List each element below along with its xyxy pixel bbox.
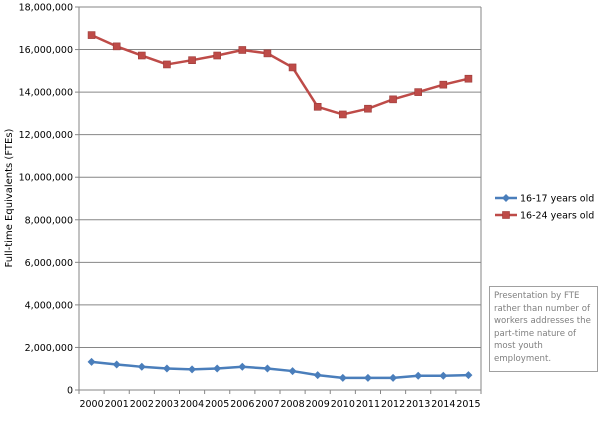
data-point <box>87 357 96 366</box>
y-axis-label: Full-time Equivalents (FTEs) <box>4 128 15 267</box>
data-point <box>238 362 247 371</box>
x-tick-label: 2000 <box>79 399 103 410</box>
data-point <box>188 365 197 374</box>
x-tick-label: 2015 <box>456 399 480 410</box>
data-point <box>112 42 121 51</box>
annotation-box: Presentation by FTE rather than number o… <box>489 286 598 372</box>
data-point <box>137 362 146 371</box>
data-point <box>439 80 448 89</box>
data-point <box>389 95 397 104</box>
data-point <box>414 88 422 96</box>
series-line <box>91 33 469 116</box>
x-tick-label: 2003 <box>155 399 179 410</box>
y-tick-label: 4,000,000 <box>25 300 73 311</box>
y-tick-label: 8,000,000 <box>25 215 73 226</box>
y-tick-label: 12,000,000 <box>19 130 73 141</box>
data-point <box>313 371 322 380</box>
data-point <box>339 110 347 119</box>
x-axis-ticks: 2000 2001 2002 2003 2004 2005 2006 2007 2008 2009… <box>78 390 482 410</box>
x-tick-label: 2008 <box>280 399 304 410</box>
data-point <box>112 360 121 369</box>
data-point <box>162 364 171 373</box>
y-tick-label: 14,000,000 <box>19 88 73 99</box>
data-point <box>364 104 372 113</box>
legend-marker <box>502 194 510 202</box>
x-tick-label: 2001 <box>105 399 129 410</box>
x-tick-label: 2010 <box>331 399 355 410</box>
x-tick-label: 2002 <box>130 399 154 410</box>
data-point <box>464 371 473 380</box>
y-tick-label: 16,000,000 <box>19 45 73 56</box>
series-group <box>87 31 473 382</box>
legend: 16-17 years old 16-24 years old <box>495 194 594 222</box>
x-tick-label: 2013 <box>406 399 430 410</box>
legend-item: 16-24 years old <box>495 211 594 222</box>
data-point <box>464 74 473 83</box>
data-point <box>188 56 196 64</box>
data-point <box>87 31 96 39</box>
data-point <box>238 46 247 54</box>
y-tick-label: 2,000,000 <box>25 343 73 354</box>
data-point <box>313 102 322 111</box>
data-point <box>338 373 347 382</box>
legend-label: 16-17 years old <box>520 194 594 205</box>
data-point <box>439 371 448 380</box>
gridlines <box>79 6 481 348</box>
series-line <box>91 360 469 380</box>
data-point <box>213 364 222 373</box>
x-tick-label: 2012 <box>381 399 405 410</box>
x-tick-label: 2006 <box>230 399 254 410</box>
legend-item: 16-17 years old <box>495 194 594 205</box>
y-tick-label: 6,000,000 <box>25 258 73 269</box>
data-point <box>138 51 146 60</box>
y-axis-ticks: 0 2,000,000 4,000,000 6,000,000 8,000,000 10,… <box>19 3 79 397</box>
data-point <box>163 60 171 69</box>
x-tick-label: 2004 <box>180 399 204 410</box>
data-point <box>288 63 297 72</box>
x-tick-label: 2007 <box>255 399 279 410</box>
y-tick-label: 10,000,000 <box>19 173 73 184</box>
y-tick-label: 18,000,000 <box>19 3 73 14</box>
x-tick-label: 2014 <box>431 399 455 410</box>
series-16-17-years-old <box>87 357 473 382</box>
data-point <box>363 373 372 382</box>
legend-marker <box>502 211 510 219</box>
series-16-24-years-old <box>87 31 473 119</box>
data-point <box>213 51 221 60</box>
data-point <box>288 367 297 376</box>
x-tick-label: 2009 <box>306 399 330 410</box>
data-point <box>389 373 398 382</box>
x-tick-label: 2005 <box>205 399 229 410</box>
data-point <box>414 371 423 380</box>
legend-label: 16-24 years old <box>520 211 594 222</box>
data-point <box>263 49 272 58</box>
y-tick-label: 0 <box>67 386 73 397</box>
data-point <box>263 364 272 373</box>
x-tick-label: 2011 <box>356 399 380 410</box>
